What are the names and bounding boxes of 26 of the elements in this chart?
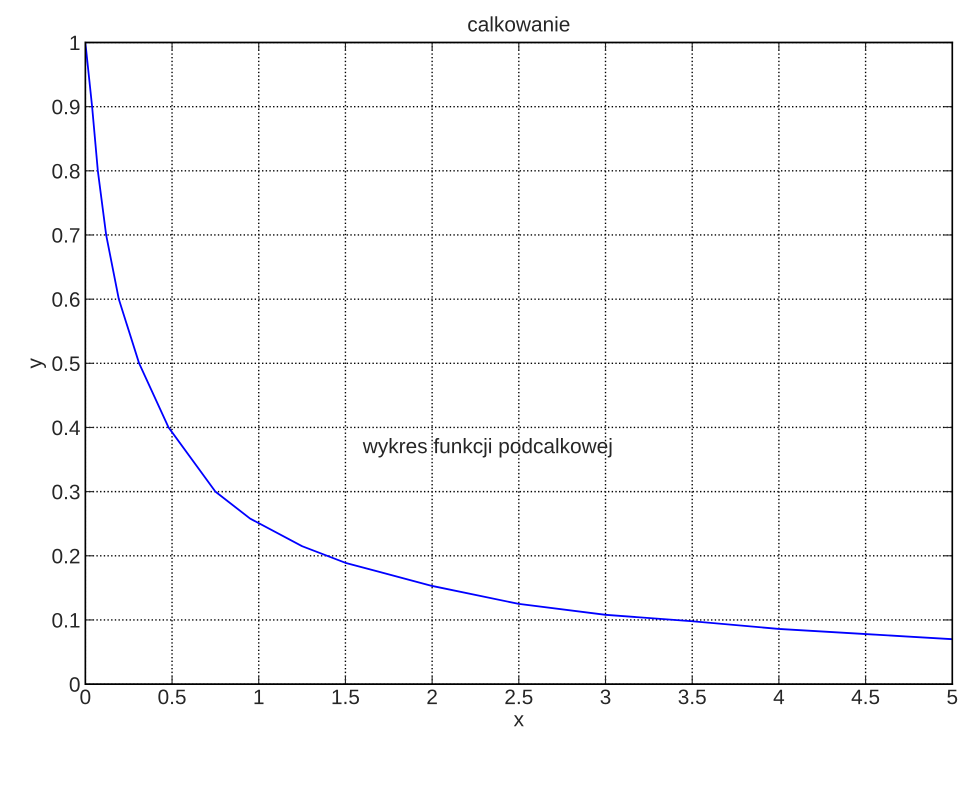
chart-title: calkowanie (468, 16, 570, 32)
y-tick-label: 0 (70, 677, 80, 692)
x-axis-title: x (514, 715, 524, 726)
x-tick-label: 2 (427, 690, 437, 704)
y-tick-label: 1 (70, 36, 80, 50)
x-tick-label: 0.5 (158, 690, 186, 704)
y-tick-label: 0.2 (52, 548, 80, 564)
y-tick-label: 0.6 (52, 292, 80, 307)
y-tick-label: 0.8 (52, 164, 80, 179)
x-tick-label: 3 (600, 690, 610, 704)
x-tick-label: 3.5 (678, 690, 706, 704)
x-tick-label: 2.5 (505, 690, 532, 704)
y-tick-label: 0.9 (52, 100, 80, 114)
x-tick-label: 4.5 (852, 690, 880, 704)
annotation: wykres funkcji podcalkowej (362, 438, 612, 458)
x-tick-label: 4 (774, 690, 784, 704)
y-tick-label: 0.1 (52, 612, 80, 628)
x-tick-label: 0 (80, 690, 90, 704)
y-axis-title: y (30, 358, 46, 368)
y-tick-label: 0.5 (52, 356, 80, 372)
x-tick-label: 5 (947, 690, 958, 704)
x-tick-label: 1 (254, 690, 264, 704)
y-tick-label: 0.4 (52, 420, 80, 436)
x-tick-label: 1.5 (332, 690, 360, 704)
y-tick-label: 0.3 (52, 484, 80, 500)
y-tick-label: 0.7 (52, 228, 80, 243)
